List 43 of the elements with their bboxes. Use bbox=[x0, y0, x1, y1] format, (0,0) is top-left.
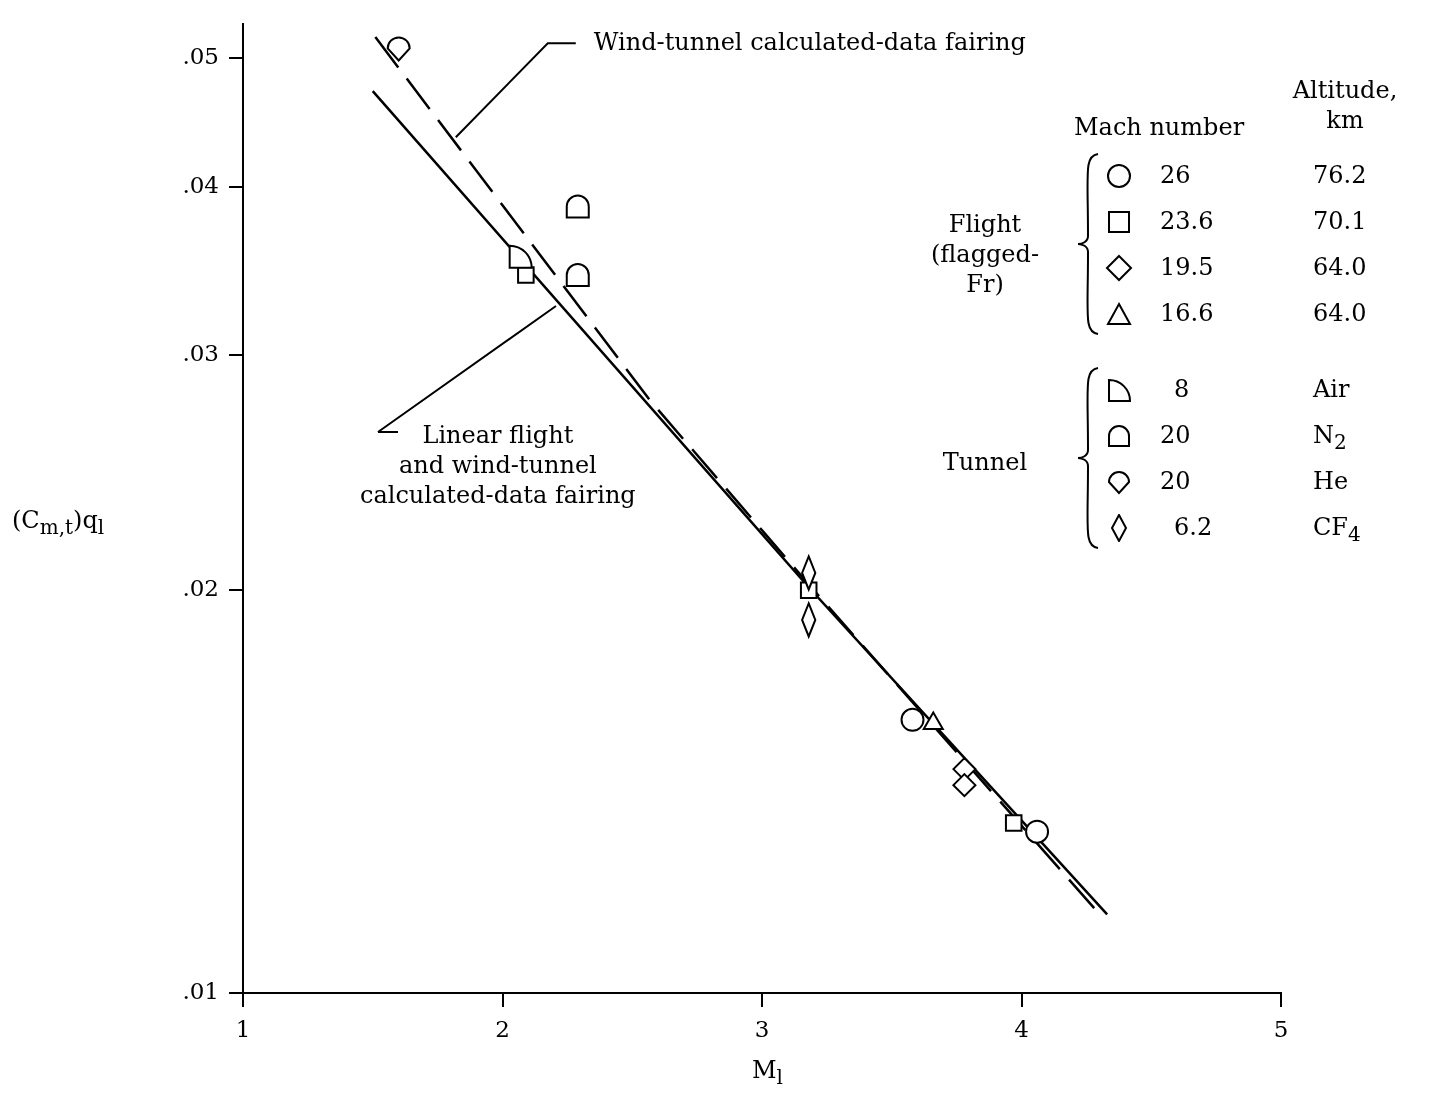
text: 64.0 bbox=[1313, 252, 1367, 282]
annotation: Mach number bbox=[1074, 112, 1245, 142]
x-axis-title: M$_{l}$ bbox=[752, 1055, 783, 1090]
point bbox=[517, 266, 535, 284]
text: 76.2 bbox=[1313, 160, 1367, 190]
x-tick-label: 3 bbox=[754, 1015, 770, 1042]
legend-label: 16.6 bbox=[1160, 298, 1214, 328]
text: Altitude, km bbox=[1291, 75, 1399, 135]
text: CF$_{4}$ bbox=[1313, 512, 1361, 547]
point bbox=[952, 773, 977, 798]
legend-label: 26 bbox=[1160, 160, 1191, 190]
y-tick-label: .03 bbox=[182, 339, 219, 366]
annotation: Flight (flagged-Fr) bbox=[930, 209, 1040, 299]
annotation: Linear flight and wind-tunnel calculated-data fairing bbox=[360, 420, 636, 510]
text: He bbox=[1313, 466, 1349, 496]
x-tick-label: 2 bbox=[495, 1015, 510, 1042]
legend-label: 23.6 bbox=[1160, 206, 1214, 236]
text: 64.0 bbox=[1313, 298, 1367, 328]
x-tick-label: 5 bbox=[1273, 1015, 1289, 1042]
y-tick-label: .05 bbox=[182, 42, 219, 69]
y-axis-title: (C$_{m,t}$)q$_{l}$ bbox=[12, 505, 105, 540]
legend-label: 8 bbox=[1174, 374, 1190, 404]
annotation: Wind-tunnel calculated-data fairing bbox=[593, 27, 1026, 58]
y-tick-label: .04 bbox=[182, 172, 219, 199]
annotation: Tunnel bbox=[941, 447, 1029, 477]
point bbox=[565, 263, 590, 287]
legend-label: 20 bbox=[1160, 466, 1191, 496]
point bbox=[1025, 819, 1050, 844]
x-tick-label: 1 bbox=[235, 1015, 251, 1042]
text: N$_{2}$ bbox=[1313, 420, 1347, 455]
point bbox=[1004, 814, 1023, 832]
y-tick-label: .01 bbox=[182, 977, 219, 1004]
point bbox=[900, 707, 925, 732]
point bbox=[386, 36, 411, 62]
legend-label: 19.5 bbox=[1160, 252, 1214, 282]
y-tick-label: .02 bbox=[182, 575, 219, 602]
x-tick-label: 4 bbox=[1014, 1015, 1029, 1042]
text: 70.1 bbox=[1313, 206, 1367, 236]
legend-label: 20 bbox=[1160, 420, 1191, 450]
text: Air bbox=[1313, 374, 1350, 404]
point bbox=[508, 244, 533, 269]
legend-label: 6.2 bbox=[1174, 512, 1213, 542]
point bbox=[565, 194, 590, 219]
